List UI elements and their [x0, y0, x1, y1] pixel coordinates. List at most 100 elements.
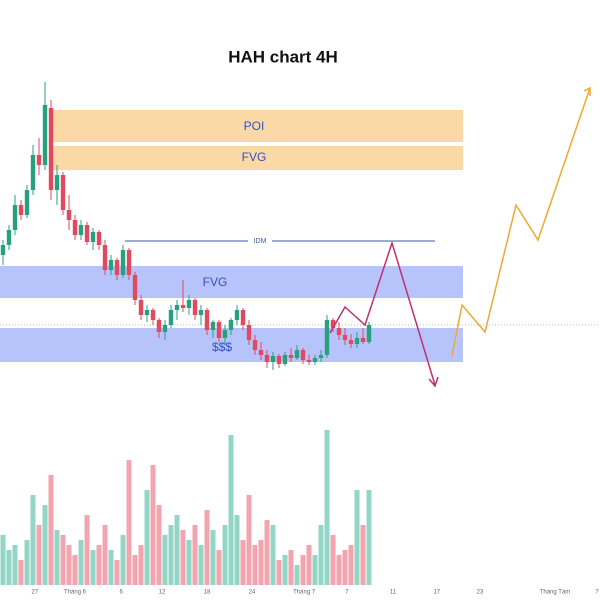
volume-bar	[18, 560, 24, 585]
volume-bar	[192, 525, 198, 585]
candle-body	[204, 310, 210, 330]
volume-bar	[60, 535, 66, 585]
volume-bar	[318, 525, 324, 585]
volume-bar	[342, 550, 348, 585]
x-tick-label: 17	[433, 590, 440, 596]
x-tick-label: 6	[120, 590, 124, 596]
volume-bar	[102, 525, 108, 585]
volume-bar	[228, 435, 234, 585]
x-tick-label: 18	[204, 590, 211, 596]
candle-body	[330, 320, 336, 328]
volume-bar	[156, 505, 162, 585]
volume-bar	[6, 550, 12, 585]
candle-body	[132, 275, 138, 300]
candle-body	[324, 320, 330, 355]
zone-label: FVG	[203, 275, 228, 289]
zone-label: POI	[244, 119, 265, 133]
volume-bar	[246, 495, 252, 585]
x-tick-label: 7	[595, 590, 599, 596]
volume-bar	[306, 545, 312, 585]
volume-bar	[24, 540, 30, 585]
volume-bar	[252, 545, 258, 585]
candle-body	[246, 325, 252, 340]
volume-bar	[300, 555, 306, 585]
fvg-zone-top	[50, 146, 463, 170]
candle-body	[210, 322, 216, 330]
volume-bar	[360, 525, 366, 585]
volume-bar	[72, 555, 78, 585]
projection-up	[451, 87, 591, 357]
candle-body	[48, 108, 54, 190]
volume-bar	[48, 475, 54, 585]
zone-label: $$$	[212, 340, 232, 354]
candle-body	[354, 338, 360, 344]
volume-bar	[138, 545, 144, 585]
candle-body	[0, 245, 6, 255]
volume-bar	[282, 555, 288, 585]
volume-bar	[180, 530, 186, 585]
arrow-head	[583, 86, 591, 96]
volume-bar	[186, 540, 192, 585]
volume-bar	[288, 550, 294, 585]
volume-bar	[120, 535, 126, 585]
volume-bar	[330, 535, 336, 585]
candle-body	[186, 300, 192, 308]
candle-body	[96, 232, 102, 245]
volume-bar	[108, 550, 114, 585]
candle-body	[6, 230, 12, 245]
candle-body	[342, 335, 348, 340]
candle-body	[240, 310, 246, 325]
candle-body	[288, 355, 294, 358]
fvg-zone	[0, 266, 463, 298]
candle-body	[102, 245, 108, 270]
volume-bar	[222, 525, 228, 585]
x-tick-label: 11	[390, 590, 397, 596]
candle-body	[174, 305, 180, 310]
candle-body	[366, 325, 372, 342]
x-tick-label: 23	[477, 590, 484, 596]
candle-body	[84, 225, 90, 242]
poi-zone	[50, 110, 463, 142]
candle-body	[66, 210, 72, 220]
candle-body	[258, 350, 264, 355]
candle-body	[156, 320, 162, 332]
volume-bar	[90, 550, 96, 585]
candle-body	[108, 260, 114, 270]
volume-bar	[210, 530, 216, 585]
candle-body	[114, 260, 120, 275]
zone-label: IDM	[254, 238, 267, 245]
candle-body	[312, 358, 318, 362]
volume-bar	[276, 560, 282, 585]
volume-bar	[96, 545, 102, 585]
x-tick-label: Tháng 6	[64, 590, 87, 596]
candle-body	[30, 155, 36, 190]
volume-bar	[366, 490, 372, 585]
chart-title: HAH chart 4H	[228, 47, 338, 66]
candle-body	[216, 322, 222, 338]
volume-bar	[234, 515, 240, 585]
volume-bar	[0, 535, 6, 585]
candle-body	[228, 320, 234, 330]
candle-body	[36, 155, 42, 165]
volume-bar	[198, 545, 204, 585]
volume-bar	[42, 505, 48, 585]
candle-body	[306, 360, 312, 362]
candle-body	[318, 355, 324, 358]
volume-bar	[78, 540, 84, 585]
candle-body	[162, 325, 168, 332]
candle-body	[360, 338, 366, 342]
candle-body	[90, 232, 96, 242]
volume-bar	[258, 540, 264, 585]
volume-bar	[126, 460, 132, 585]
volume-bar	[168, 525, 174, 585]
volume-bar	[66, 545, 72, 585]
candle-body	[54, 175, 60, 190]
candle-body	[282, 355, 288, 364]
candle-body	[126, 250, 132, 275]
volume-bar	[174, 515, 180, 585]
volume-bar	[150, 465, 156, 585]
candle-body	[252, 340, 258, 350]
candle-body	[192, 300, 198, 315]
candle-body	[270, 356, 276, 362]
candle-body	[276, 356, 282, 364]
